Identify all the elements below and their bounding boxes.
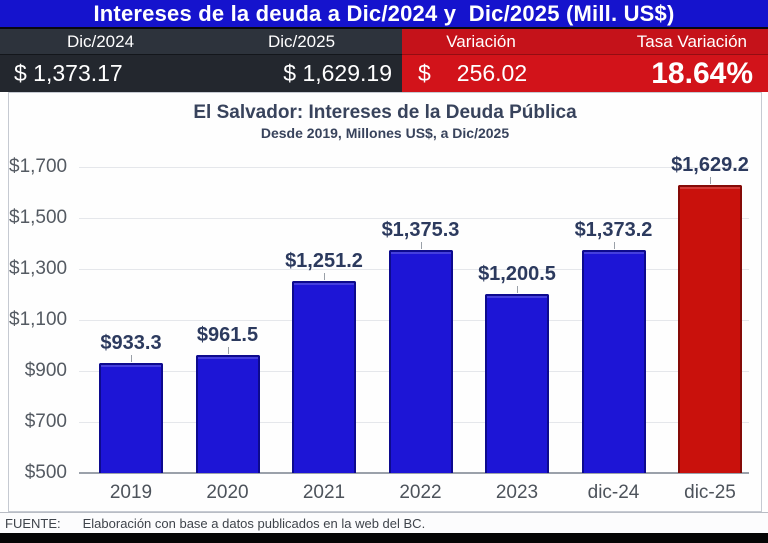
chart-title: El Salvador: Intereses de la Deuda Públi…	[193, 102, 577, 123]
bar-value-label: $1,373.2	[574, 219, 653, 242]
bar-2020	[195, 355, 260, 473]
source-footer: FUENTE: Elaboración con base a datos pub…	[0, 512, 768, 533]
value-variacion: $ 256.02	[402, 55, 560, 92]
bar-label-leader	[131, 354, 132, 362]
chart-subtitle: Desde 2019, Millones US$, a Dic/2025	[260, 125, 510, 141]
x-axis-line	[79, 472, 749, 474]
bar-value-label: $933.3	[100, 331, 162, 354]
value-dic2024: $ 1,373.17	[0, 55, 201, 92]
bar-2023	[485, 294, 549, 473]
gridline	[79, 218, 749, 219]
bar-label-leader	[517, 286, 518, 294]
bar-label-leader	[613, 242, 615, 250]
summary-header-row: Dic/2024 Dic/2025 Variación Tasa Variaci…	[0, 29, 768, 55]
bar-2019	[99, 362, 163, 473]
bar-label-leader	[324, 273, 325, 281]
y-axis-tick-label: $500	[24, 462, 67, 483]
bar-2022	[388, 249, 453, 473]
bar-label-leader	[710, 177, 711, 185]
y-axis-tick-label: $700	[24, 411, 67, 432]
bar-value-label: $1,375.3	[381, 218, 460, 241]
x-axis-category-label: 2020	[206, 482, 249, 503]
variacion-amount: 256.02	[456, 60, 528, 86]
bar-value-label: $1,629.2	[671, 154, 749, 177]
bar-dic-24	[581, 250, 646, 473]
bar-2021	[292, 281, 356, 473]
y-axis-tick-label: $1,300	[9, 258, 68, 279]
main-title: Intereses de la deuda a Dic/2024 y Dic/2…	[93, 0, 675, 26]
source-label: FUENTE:	[5, 515, 61, 531]
x-axis-category-label: 2023	[495, 482, 539, 503]
x-axis-category-label: 2022	[399, 482, 442, 503]
header-variacion: Variación	[402, 29, 560, 55]
variacion-currency-symbol: $	[418, 60, 431, 86]
bottom-black-strip	[0, 533, 768, 543]
gridline	[79, 167, 749, 168]
value-tasa-variacion: 18.64%	[560, 55, 768, 92]
bar-value-label: $961.5	[196, 324, 259, 347]
summary-values-row: $ 1,373.17 $ 1,629.19 $ 256.02 18.64%	[0, 55, 768, 92]
chart-panel: El Salvador: Intereses de la Deuda Públi…	[8, 92, 762, 512]
source-text: Elaboración con base a datos publicados …	[82, 515, 426, 531]
bar-chart-plot: $500 $700 $900 $1,100 $1,300 $1,500 $1,700 $933…	[9, 93, 761, 511]
bar-label-leader	[420, 241, 422, 249]
header-dic2025: Dic/2025	[201, 29, 402, 55]
main-title-band: Intereses de la deuda a Dic/2024 y Dic/2…	[0, 0, 768, 29]
x-axis-category-label: 2019	[109, 482, 153, 503]
header-dic2024: Dic/2024	[0, 29, 201, 55]
header-tasa-variacion: Tasa Variación	[560, 29, 768, 55]
x-axis-category-label: 2021	[302, 482, 346, 503]
y-axis-tick-label: $1,700	[9, 156, 68, 177]
bar-value-label: $1,251.2	[285, 250, 363, 273]
value-dic2025: $ 1,629.19	[201, 55, 402, 92]
y-axis-tick-label: $900	[24, 360, 67, 381]
bar-value-label: $1,200.5	[478, 263, 556, 286]
y-axis-tick-label: $1,100	[9, 309, 68, 330]
x-axis-category-label: dic-25	[684, 482, 736, 503]
bar-dic-25	[678, 185, 742, 473]
bar-label-leader	[227, 347, 229, 355]
x-axis-category-label: dic-24	[587, 482, 640, 503]
y-axis-tick-label: $1,500	[9, 207, 68, 228]
